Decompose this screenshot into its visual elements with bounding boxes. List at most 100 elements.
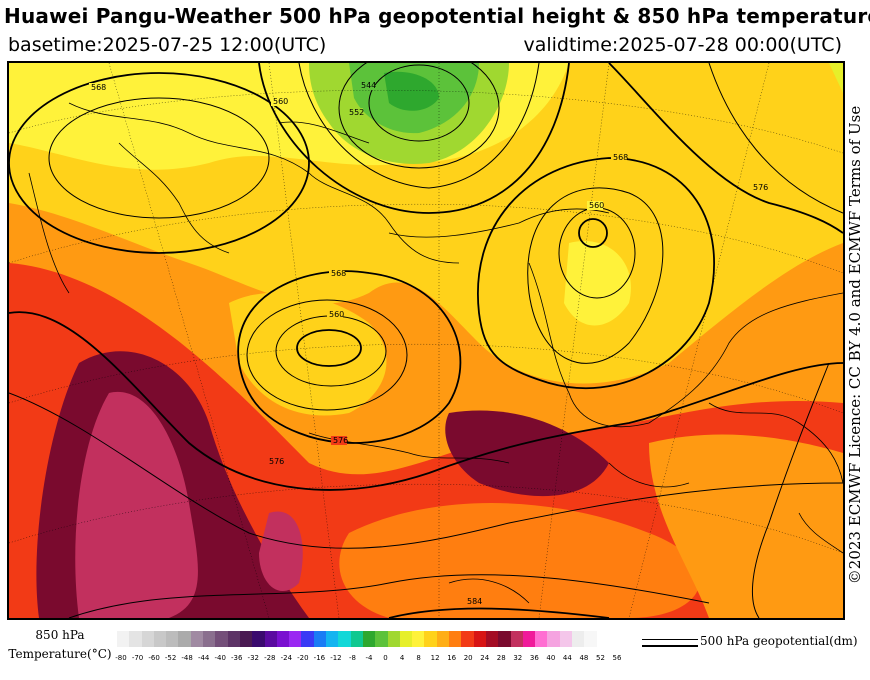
colorbar-tick-label: -20	[297, 654, 309, 662]
colorbar-swatch	[239, 631, 253, 647]
contour-label: 568	[91, 83, 106, 92]
colorbar-tick-label: -16	[313, 654, 326, 662]
colorbar-tick-label: 28	[496, 654, 506, 662]
colorbar-tick-label: -28	[264, 654, 276, 662]
colorbar-swatch	[350, 631, 363, 647]
colorbar-swatch	[227, 631, 240, 647]
colorbar-tick-label: 16	[447, 654, 457, 662]
colorbar-swatch	[252, 631, 265, 647]
contour-legend: 500 hPa geopotential(dm)	[640, 634, 862, 654]
colorbar-swatch	[424, 631, 437, 647]
colorbar-swatch	[399, 631, 413, 647]
colorbar-swatch	[547, 631, 560, 647]
contour-legend-label: 500 hPa geopotential(dm)	[700, 634, 858, 648]
colorbar-tick-label: -40	[214, 654, 226, 662]
colorbar-swatch	[166, 631, 179, 647]
colorbar-swatch	[276, 631, 290, 647]
contour-label: 560	[329, 310, 344, 319]
validtime-label: validtime:2025-07-28 00:00(UTC)	[523, 34, 842, 56]
colorbar-swatch	[522, 631, 536, 647]
temperature-field-orange-south	[339, 503, 700, 618]
colorbar-swatch	[301, 631, 314, 647]
geopotential-contours	[9, 63, 843, 618]
colorbar-swatch	[117, 631, 130, 647]
colorbar-swatch	[129, 631, 142, 647]
map-title: Huawei Pangu-Weather 500 hPa geopotentia…	[4, 4, 870, 28]
contour-label: 560	[589, 201, 604, 210]
temperature-legend-line2: Temperature(°C)	[8, 647, 112, 661]
colorbar-tick-label: -60	[148, 654, 160, 662]
weather-map-canvas: 560 560 560 568 568 568 576 584 576 544 …	[9, 63, 843, 618]
contour-legend-lines	[642, 637, 698, 647]
colorbar-swatch	[264, 631, 277, 647]
temperature-field-hot-patch	[259, 511, 303, 592]
colorbar-tick-label: -80	[115, 654, 127, 662]
temperature-legend-label: 850 hPa Temperature(°C)	[6, 626, 114, 664]
colorbar-tick-label: 48	[579, 654, 589, 662]
temperature-legend-line1: 850 hPa	[35, 628, 85, 642]
colorbar-tick-label: -8	[348, 654, 356, 662]
colorbar-swatch	[190, 631, 204, 647]
colorbar-tick-label: -48	[181, 654, 193, 662]
colorbar-swatch	[215, 631, 228, 647]
colorbar-tick-label: -70	[131, 654, 144, 662]
coastlines	[28, 102, 843, 604]
colorbar-swatch	[141, 631, 154, 647]
colorbar-swatch	[338, 631, 351, 647]
colorbar-swatch	[436, 631, 450, 647]
contour-label: 568	[613, 153, 628, 162]
contour-label: 576	[269, 457, 284, 466]
colorbar-tick-label: 4	[399, 654, 405, 662]
temperature-field-orange-east	[649, 434, 843, 618]
contour-label: 568	[331, 269, 346, 278]
colorbar-swatch	[289, 631, 302, 647]
colorbar-ticks: -80 -70 -60 -52 -48 -4 4 -40 -36 -32 -28 -24 -20 -16 -…	[115, 654, 622, 666]
contour-labels: 560 560 560 568 568 568 576 584 576 544 …	[89, 81, 768, 606]
colorbar-swatch	[510, 631, 523, 647]
colorbar-swatch	[559, 631, 572, 647]
colorbar-swatch	[178, 631, 191, 647]
colorbar-tick-label: -24	[280, 654, 293, 662]
contour-label: 576	[333, 436, 348, 445]
colorbar-tick-label: 44	[562, 654, 572, 662]
colorbar-swatch	[449, 631, 462, 647]
colorbar-tick-label: -32	[247, 654, 259, 662]
colorbar-swatch	[203, 631, 216, 647]
contour-label: 584	[467, 597, 482, 606]
weather-map[interactable]: 560 560 560 568 568 568 576 584 576 544 …	[7, 61, 845, 620]
colorbar-tick-label: 32	[513, 654, 523, 662]
colorbar-swatch	[473, 631, 486, 647]
colorbar-tick-label: 52	[595, 654, 605, 662]
temperature-field-cold-pool-core	[384, 71, 439, 111]
temperature-field-darkred-central	[445, 410, 609, 497]
colorbar-swatch	[387, 631, 400, 647]
contour-label: 560	[273, 97, 288, 106]
colorbar-tick-label: 36	[529, 654, 539, 662]
colorbar-swatch	[584, 631, 597, 647]
colorbar-tick-label: -4	[365, 654, 373, 662]
colorbar-tick-label: 20	[463, 654, 473, 662]
colorbar-swatch	[326, 631, 339, 647]
colorbar-swatch	[485, 631, 499, 647]
temperature-field-hot-core	[75, 391, 198, 618]
colorbar-tick-label: 12	[430, 654, 440, 662]
colorbar-swatch	[535, 631, 548, 647]
licence-text: ©2023 ECMWF Licence: CC BY 4.0 and ECMWF…	[846, 105, 864, 585]
contour-label: 576	[753, 183, 768, 192]
colorbar-tick-label: 56	[612, 654, 622, 662]
colorbar-swatch	[498, 631, 511, 647]
colorbar-swatch	[461, 631, 474, 647]
basetime-label: basetime:2025-07-25 12:00(UTC)	[8, 34, 327, 56]
colorbar-tick-label: -52	[164, 654, 177, 662]
colorbar-swatch	[153, 631, 167, 647]
temperature-field-lightyellow-east	[564, 241, 631, 326]
colorbar-tick-label: 24	[480, 654, 490, 662]
colorbar-tick-label: 40	[546, 654, 556, 662]
colorbar-swatch	[412, 631, 425, 647]
colorbar-swatch	[313, 631, 327, 647]
colorbar-tick-label: 8	[416, 654, 421, 662]
colorbar-swatch	[375, 631, 388, 647]
colorbar-tick-label: -36	[231, 654, 243, 662]
contour-label: 544	[361, 81, 376, 90]
colorbar-swatch	[571, 631, 585, 647]
